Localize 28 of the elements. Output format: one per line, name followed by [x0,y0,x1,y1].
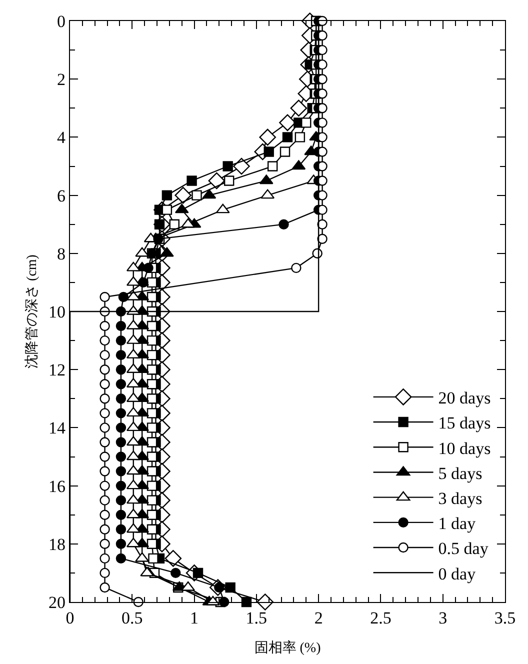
legend-label: 10 days [438,438,491,458]
y-tick-label: 0 [57,12,66,31]
legend-label: 1 day [438,514,476,534]
y-tick-label: 4 [57,128,66,148]
y-tick-label: 8 [57,244,66,264]
legend-label: 20 days [438,388,491,408]
y-tick-label: 6 [57,186,66,206]
y-tick-label: 2 [57,70,66,90]
x-tick-label: 3 [438,608,448,628]
legend-label: 5 days [438,464,482,483]
x-tick-label: 2 [314,608,323,628]
x-axis-title: 固相率 (%) [254,640,322,656]
y-axis-title: 沈降管の深さ (cm) [24,254,40,368]
x-tick-label: 2.5 [370,608,392,628]
x-tick-label: 1 [190,608,199,628]
legend-label: 3 days [438,488,482,508]
x-tick-label: 3.5 [494,608,516,628]
legend-label: 15 days [438,414,491,433]
x-tick-label: 1.5 [246,608,268,628]
y-tick-label: 20 [48,592,66,612]
y-tick-label: 14 [48,418,66,438]
legend-label: 0 day [438,564,476,584]
y-tick-label: 16 [48,476,66,496]
legend-label: 0.5 day [438,539,489,558]
y-tick-label: 10 [48,302,66,322]
y-tick-label: 18 [48,534,66,554]
y-tick-label: 12 [48,360,66,380]
x-tick-label: 0.5 [122,608,143,628]
